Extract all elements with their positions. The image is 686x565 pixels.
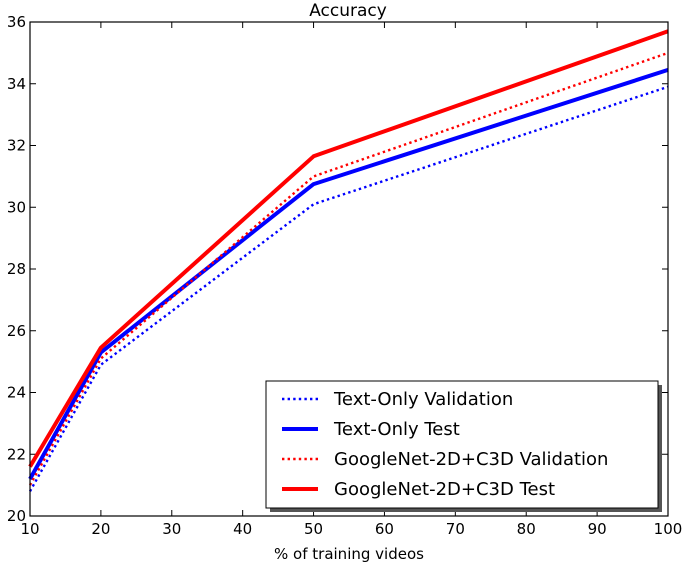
series-lines	[28, 29, 669, 492]
legend-box	[265, 380, 659, 509]
y-tick-label: 22	[7, 445, 26, 463]
legend-label-2: GoogleNet-2D+C3D Validation	[334, 449, 608, 470]
y-tick-label: 26	[7, 322, 26, 340]
legend-label-0: Text-Only Validation	[333, 389, 513, 410]
series-line-3	[28, 29, 669, 468]
y-tick-label: 32	[7, 137, 26, 155]
y-tick-label: 28	[7, 260, 26, 278]
x-tick-label: 90	[588, 520, 607, 538]
y-axis: 20 22 24 26 28 30 32 34 36	[7, 13, 668, 525]
y-tick-label: 34	[7, 75, 26, 93]
x-tick-label: 80	[517, 520, 536, 538]
x-tick-label: 100	[654, 520, 683, 538]
x-tick-label: 30	[162, 520, 181, 538]
legend: Text-Only Validation Text-Only Test Google…	[265, 380, 662, 512]
x-tick-label: 50	[304, 520, 323, 538]
x-tick-label: 70	[446, 520, 465, 538]
legend-label-3: GoogleNet-2D+C3D Test	[334, 479, 555, 500]
chart-title: Accuracy	[309, 1, 387, 21]
series-line-2	[28, 51, 669, 486]
x-tick-label: 60	[375, 520, 394, 538]
y-tick-label: 30	[7, 198, 26, 216]
plot-frame	[29, 21, 669, 517]
legend-label-1: Text-Only Test	[333, 419, 460, 440]
x-tick-label: 20	[91, 520, 110, 538]
x-tick-label: 40	[233, 520, 252, 538]
y-tick-label: 36	[7, 13, 26, 31]
y-tick-label: 24	[7, 384, 26, 402]
x-axis-title: % of training videos	[274, 545, 424, 563]
x-axis: 10 20 30 40 50 60 70 80 90 100	[20, 22, 682, 538]
series-line-1	[28, 67, 669, 480]
x-tick-label: 10	[20, 520, 39, 538]
y-tick-label: 20	[7, 507, 26, 525]
